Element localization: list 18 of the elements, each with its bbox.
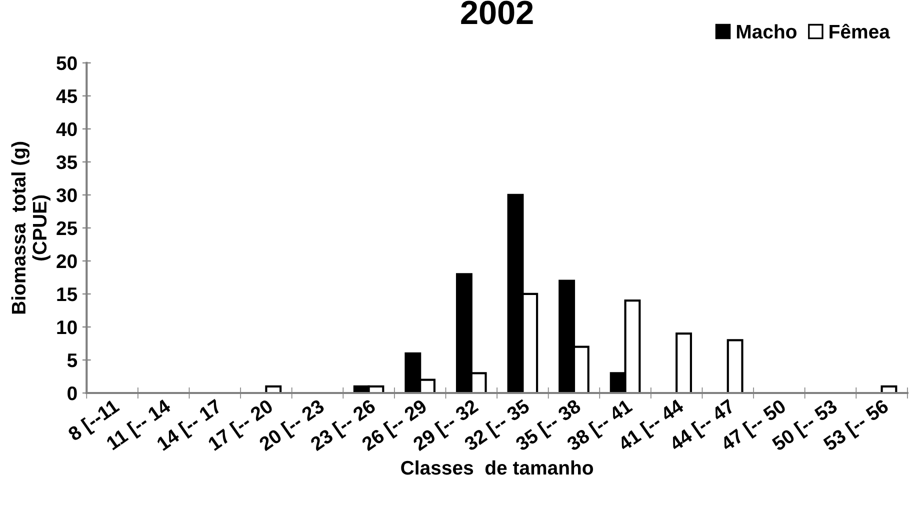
chart-title: 2002 [461,0,533,24]
y-tick-label: 20 [56,254,77,268]
y-tick-label: 50 [56,56,77,70]
y-tick-label: 45 [56,90,78,104]
y-tick-label: 25 [56,221,78,236]
legend-label: Fêmea [830,24,890,39]
y-tick-label: 30 [56,188,77,202]
bar [676,332,692,393]
x-axis-title: Classes de tamanho [401,460,594,475]
legend-label: Macho [736,24,796,39]
y-tick-label: 5 [67,354,78,368]
y-tick-label: 0 [68,386,77,400]
y-axis-title: Biomassa total (g) (CPUE) [11,142,50,314]
y-tick-label: 40 [56,122,77,136]
bar [726,339,744,393]
y-tick-label: 10 [57,320,77,334]
y-tick-label: 15 [57,288,78,302]
y-tick-label: 35 [56,155,78,170]
